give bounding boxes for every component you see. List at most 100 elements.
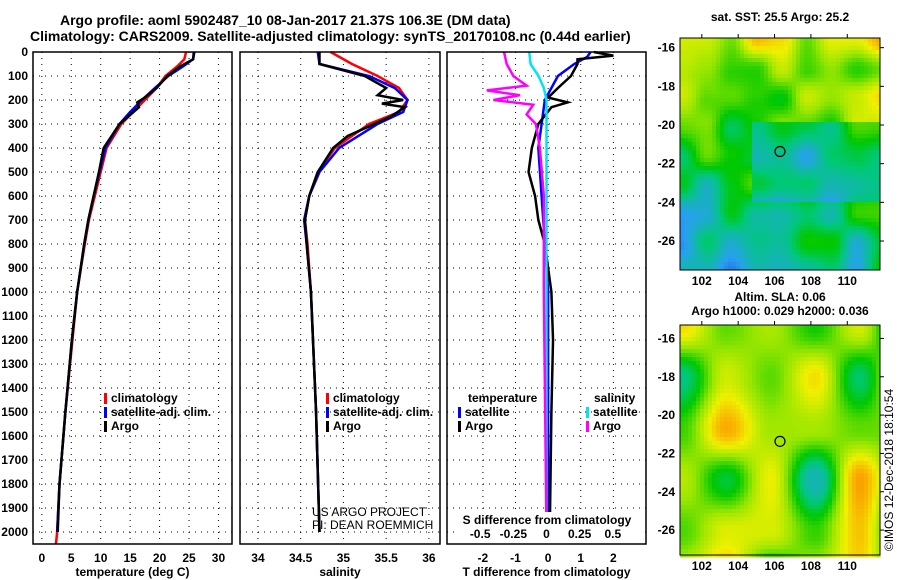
map-cell	[732, 62, 737, 67]
map-cell	[740, 421, 745, 426]
map-cell	[816, 449, 821, 454]
map-cell	[832, 441, 837, 446]
map-cell	[860, 341, 865, 346]
map-cell	[760, 178, 765, 183]
map-cell	[684, 182, 689, 187]
map-cell	[724, 126, 729, 131]
map-cell	[856, 126, 861, 131]
map-cell	[728, 166, 733, 171]
map-cell	[732, 349, 737, 354]
map-cell	[696, 210, 701, 215]
map-cell	[712, 357, 717, 362]
map-cell	[780, 333, 785, 338]
map-cell	[800, 162, 805, 167]
map-cell	[740, 202, 745, 207]
map-cell	[772, 341, 777, 346]
map-cell	[748, 262, 753, 267]
map-cell	[700, 54, 705, 59]
map-cell	[748, 186, 753, 191]
map-cell	[696, 238, 701, 243]
map-cell	[820, 445, 825, 450]
map-cell	[788, 94, 793, 99]
plot-frame	[32, 51, 233, 545]
map-cell	[748, 397, 753, 402]
map-cell	[740, 445, 745, 450]
map-cell	[800, 409, 805, 414]
map-cell	[756, 74, 761, 79]
map-cell	[752, 38, 757, 43]
map-cell	[812, 357, 817, 362]
map-cell	[772, 50, 777, 55]
map-cell	[756, 365, 761, 370]
map-cell	[772, 401, 777, 406]
map-cell	[720, 250, 725, 255]
map-cell	[800, 246, 805, 251]
map-cell	[828, 242, 833, 247]
map-cell	[756, 369, 761, 374]
legend-label: Argo	[111, 419, 139, 433]
map-cell	[860, 373, 865, 378]
map-cell	[716, 106, 721, 111]
map-cell	[720, 50, 725, 55]
map-cell	[692, 401, 697, 406]
map-cell	[744, 186, 749, 191]
y-tick-label: 500	[8, 165, 28, 179]
map-cell	[752, 106, 757, 111]
map-cell	[736, 449, 741, 454]
map-cell	[716, 254, 721, 259]
map-cell	[856, 142, 861, 147]
map-cell	[820, 138, 825, 143]
map-cell	[872, 421, 877, 426]
map-cell	[776, 46, 781, 51]
map-cell	[816, 234, 821, 239]
map-cell	[792, 206, 797, 211]
map-cell	[692, 138, 697, 143]
map-cell	[864, 86, 869, 91]
map-cell	[792, 226, 797, 231]
x-tick-label: 0	[38, 551, 45, 565]
map-cell	[828, 134, 833, 139]
map-cell	[704, 202, 709, 207]
map-cell	[844, 170, 849, 175]
map-cell	[852, 82, 857, 87]
map-cell	[720, 377, 725, 382]
map-cell	[788, 449, 793, 454]
map-cell	[720, 226, 725, 231]
map-cell	[784, 337, 789, 342]
map-cell	[708, 178, 713, 183]
map-cell	[748, 74, 753, 79]
map-cell	[788, 425, 793, 430]
map-cell	[776, 78, 781, 83]
map-cell	[752, 325, 757, 330]
map-cell	[688, 46, 693, 51]
map-cell	[740, 198, 745, 203]
map-cell	[788, 102, 793, 107]
map-cell	[764, 222, 769, 227]
map-cell	[696, 250, 701, 255]
map-cell	[772, 266, 777, 271]
map-cell	[876, 441, 881, 446]
map-cell	[784, 146, 789, 151]
map-cell	[852, 230, 857, 235]
legend-swatch	[104, 407, 107, 418]
map-cell	[712, 218, 717, 223]
map-cell	[724, 78, 729, 83]
map-cell	[776, 130, 781, 135]
map-cell	[864, 357, 869, 362]
map-cell	[732, 162, 737, 167]
map-cell	[872, 102, 877, 107]
map-cell	[852, 441, 857, 446]
x-tick-label: 35	[337, 551, 351, 565]
map-cell	[812, 246, 817, 251]
map-cell	[748, 329, 753, 334]
map-cell	[796, 78, 801, 83]
map-cell	[872, 413, 877, 418]
map-cell	[756, 461, 761, 466]
map-cell	[852, 353, 857, 358]
map-cell	[772, 242, 777, 247]
map-cell	[856, 162, 861, 167]
map-cell	[680, 469, 685, 474]
map-cell	[856, 98, 861, 103]
map-cell	[844, 114, 849, 119]
map-cell	[832, 46, 837, 51]
